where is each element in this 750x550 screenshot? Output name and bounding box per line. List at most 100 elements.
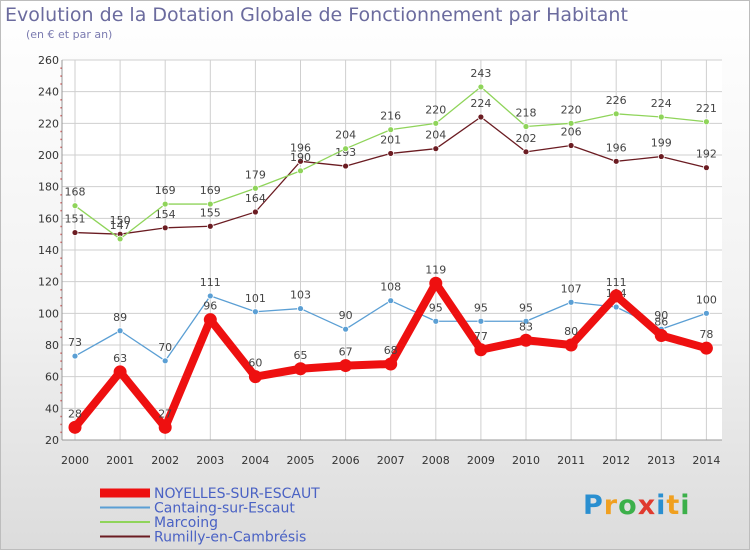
proxiti-logo: Proxiti [583,490,691,521]
data-label: 78 [699,328,713,341]
data-point [294,362,307,376]
logo-letter: t [666,490,681,521]
x-tick-label: 2011 [557,454,585,467]
legend-label: Cantaing-sur-Escaut [154,501,295,517]
y-tick-label: 200 [38,149,59,162]
data-label: 77 [474,330,488,343]
data-label: 95 [474,301,488,314]
data-label: 89 [113,311,127,324]
data-label: 83 [519,320,533,333]
data-point [657,153,665,160]
x-tick-label: 2002 [151,454,179,467]
data-label: 226 [606,94,627,107]
data-label: 201 [380,133,401,146]
x-tick-label: 2007 [377,454,405,467]
data-point [432,317,440,325]
y-tick-label: 180 [38,181,59,194]
data-point [116,235,124,243]
data-point [567,298,575,306]
data-label: 107 [561,282,582,295]
data-point [477,317,485,325]
data-point [161,224,169,232]
data-label: 100 [696,293,717,306]
data-point [113,365,127,379]
data-point [206,200,214,208]
data-label: 179 [245,168,266,181]
x-tick-label: 2009 [467,454,495,467]
series-marcoing: 168 147 169 169 179 190 204 216 220 243 218 220 226 2… [65,67,717,243]
x-tick-label: 2008 [422,454,450,467]
data-point [703,309,710,317]
data-label: 70 [158,341,172,354]
data-point [567,142,575,149]
data-label: 111 [606,276,627,289]
data-label: 155 [200,206,221,219]
data-label: 63 [113,352,127,365]
data-label: 65 [294,349,308,362]
data-label: 101 [245,292,266,305]
data-label: 147 [110,219,131,232]
logo-letter: r [603,490,619,521]
data-label: 95 [429,301,443,314]
x-tick-label: 2004 [241,454,269,467]
data-label: 67 [339,346,353,359]
x-tick-label: 2014 [692,454,720,467]
data-point [387,297,395,305]
series-noyelles-sur-escaut: 28 63 27 96 60 65 67 68 119 77 83 80 111 86 78 [68,263,713,434]
logo-letter: x [637,490,657,521]
data-point [612,110,620,118]
data-point [699,341,713,355]
data-point [297,157,304,165]
data-point [206,222,214,230]
data-label: 86 [654,316,668,329]
data-label: 216 [380,110,401,123]
data-point [522,123,530,130]
legend-label: NOYELLES-SUR-ESCAUT [154,486,320,502]
data-label: 196 [290,141,311,154]
data-label: 103 [290,289,311,302]
data-label: 168 [65,186,86,199]
data-point [161,357,169,365]
x-tick-label: 2006 [332,454,360,467]
data-point [567,119,575,127]
data-point [387,150,395,157]
data-label: 28 [68,407,82,420]
data-label: 95 [519,301,533,314]
data-label: 206 [561,126,582,139]
y-tick-label: 240 [38,86,59,99]
data-label: 27 [158,407,172,420]
data-label: 111 [200,276,221,289]
x-tick-label: 2001 [106,454,134,467]
data-point [522,317,530,325]
data-point [519,333,533,347]
y-tick-label: 120 [38,276,59,289]
data-label: 90 [654,309,668,322]
data-point [342,145,350,153]
data-point [68,420,82,434]
data-label: 119 [425,263,446,276]
data-point [609,289,623,303]
x-tick-label: 2010 [512,454,540,467]
series-cantaing-sur-escaut: 7389701111011039010895959510710490100 [68,276,717,365]
data-point [429,276,443,290]
data-point [158,420,172,434]
data-point [432,119,440,127]
x-tick-label: 2003 [196,454,224,467]
data-point [297,305,304,312]
data-label: 68 [384,344,398,357]
data-point [297,167,304,175]
data-point [474,343,488,357]
data-point [612,303,620,311]
data-label: 224 [651,97,672,110]
data-point [342,325,350,333]
data-point [703,118,710,126]
data-point [206,292,214,300]
data-point [432,145,440,153]
data-point [703,164,710,172]
data-point [248,370,262,384]
data-label: 96 [203,300,217,313]
x-tick-label: 2005 [287,454,315,467]
data-point [203,313,217,327]
